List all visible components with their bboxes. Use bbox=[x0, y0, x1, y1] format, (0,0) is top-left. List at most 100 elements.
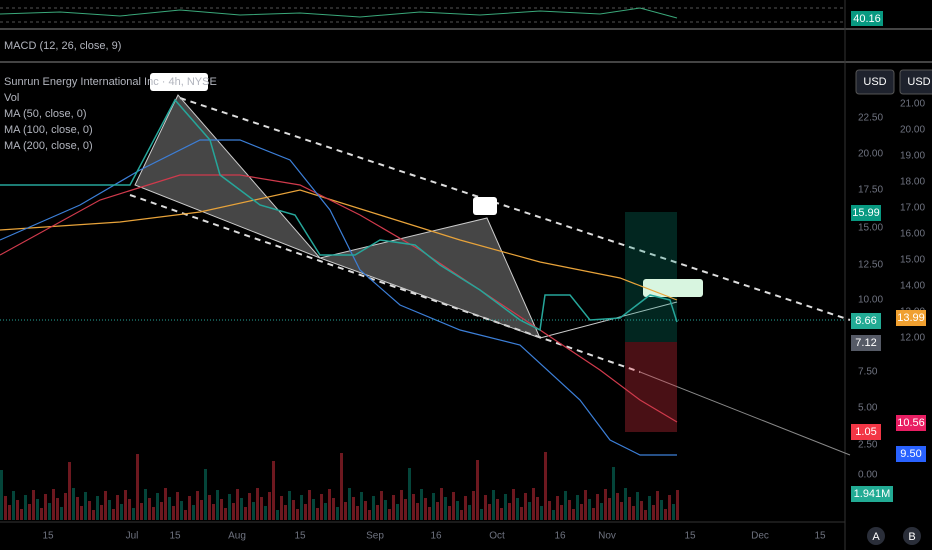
volume-bar bbox=[276, 510, 279, 520]
volume-bar bbox=[672, 504, 675, 520]
volume-bar bbox=[588, 499, 591, 520]
volume-bar bbox=[152, 507, 155, 520]
pattern-triangle bbox=[318, 217, 541, 339]
volume-bar bbox=[568, 500, 571, 520]
volume-bar bbox=[140, 503, 143, 520]
volume-bar bbox=[88, 501, 91, 520]
volume-bar bbox=[576, 495, 579, 520]
price-tag bbox=[851, 335, 881, 351]
volume-bar bbox=[520, 507, 523, 520]
price-tag bbox=[851, 424, 881, 440]
volume-bar bbox=[240, 498, 243, 520]
volume-bar bbox=[472, 491, 475, 520]
channel-lower bbox=[129, 194, 641, 373]
volume-bar bbox=[220, 499, 223, 520]
bottom-button[interactable] bbox=[867, 527, 885, 545]
volume-bar bbox=[4, 496, 7, 520]
volume-bar bbox=[500, 508, 503, 520]
time-axis-label: Dec bbox=[751, 531, 769, 542]
price-tag-text: 1.941M bbox=[854, 488, 891, 500]
volume-bar bbox=[160, 502, 163, 520]
price-axis-label: 19.00 bbox=[900, 151, 925, 162]
volume-bar bbox=[360, 492, 363, 520]
currency-button[interactable] bbox=[899, 69, 932, 95]
volume-bar bbox=[188, 496, 191, 520]
time-axis-label: Sep bbox=[366, 531, 384, 542]
volume-bar bbox=[256, 488, 259, 520]
volume-bar bbox=[352, 497, 355, 520]
volume-bar bbox=[400, 490, 403, 520]
channel-extension bbox=[639, 371, 851, 456]
price-axis-label: 21.00 bbox=[900, 99, 925, 110]
volume-bar bbox=[552, 510, 555, 520]
volume-bar bbox=[544, 452, 547, 520]
volume-bars bbox=[0, 452, 679, 520]
volume-bar bbox=[392, 495, 395, 520]
volume-bar bbox=[644, 510, 647, 520]
volume-bar bbox=[328, 489, 331, 520]
volume-bar bbox=[596, 494, 599, 520]
volume-bar bbox=[676, 490, 679, 520]
volume-bar bbox=[612, 467, 615, 520]
volume-bar bbox=[244, 507, 247, 520]
legend-item: MA (100, close, 0) bbox=[4, 124, 93, 136]
volume-bar bbox=[448, 506, 451, 520]
volume-bar bbox=[572, 509, 575, 520]
volume-bar bbox=[260, 497, 263, 520]
bottom-button[interactable] bbox=[903, 527, 921, 545]
volume-bar bbox=[48, 503, 51, 520]
price-tag bbox=[896, 310, 926, 326]
time-axis-label: 15 bbox=[684, 531, 696, 542]
volume-bar bbox=[524, 493, 527, 520]
volume-bar bbox=[80, 506, 83, 520]
volume-bar bbox=[608, 498, 611, 520]
price-axis-label: 14.00 bbox=[900, 281, 925, 292]
volume-bar bbox=[408, 468, 411, 520]
volume-bar bbox=[192, 505, 195, 520]
volume-bar bbox=[428, 507, 431, 520]
volume-bar bbox=[8, 505, 11, 520]
volume-bar bbox=[460, 510, 463, 520]
volume-bar bbox=[616, 493, 619, 520]
price-axis-label: 20.00 bbox=[858, 149, 883, 160]
volume-bar bbox=[364, 501, 367, 520]
volume-bar bbox=[172, 506, 175, 520]
volume-bar bbox=[52, 489, 55, 520]
volume-bar bbox=[32, 490, 35, 520]
volume-bar bbox=[92, 510, 95, 520]
volume-bar bbox=[296, 509, 299, 520]
price-axis-label: 17.00 bbox=[900, 203, 925, 214]
volume-bar bbox=[660, 500, 663, 520]
volume-bar bbox=[404, 499, 407, 520]
volume-bar bbox=[168, 497, 171, 520]
volume-bar bbox=[624, 488, 627, 520]
volume-bar bbox=[132, 508, 135, 520]
volume-bar bbox=[496, 499, 499, 520]
legend-item: MA (200, close, 0) bbox=[4, 140, 93, 152]
volume-bar bbox=[512, 489, 515, 520]
price-axis-label: 16.00 bbox=[900, 229, 925, 240]
time-axis-label: 16 bbox=[554, 531, 566, 542]
price-tag bbox=[896, 446, 926, 462]
volume-bar bbox=[620, 502, 623, 520]
volume-bar bbox=[556, 496, 559, 520]
currency-button[interactable] bbox=[855, 69, 895, 95]
volume-bar bbox=[476, 460, 479, 520]
channel-upper bbox=[179, 97, 851, 321]
time-axis-label: Aug bbox=[228, 531, 246, 542]
price-tag-text: 9.50 bbox=[900, 448, 921, 460]
volume-bar bbox=[432, 493, 435, 520]
macd-label: MACD (12, 26, close, 9) bbox=[4, 40, 121, 52]
price-axis-label: 2.50 bbox=[858, 440, 878, 451]
bottom-button-label: B bbox=[908, 531, 915, 543]
ma-100 bbox=[0, 189, 678, 301]
label-box bbox=[643, 279, 703, 297]
volume-bar bbox=[424, 498, 427, 520]
volume-bar bbox=[412, 494, 415, 520]
volume-bar bbox=[380, 491, 383, 520]
volume-bar bbox=[640, 501, 643, 520]
volume-bar bbox=[100, 505, 103, 520]
volume-bar bbox=[284, 505, 287, 520]
rsi-line bbox=[0, 7, 678, 19]
